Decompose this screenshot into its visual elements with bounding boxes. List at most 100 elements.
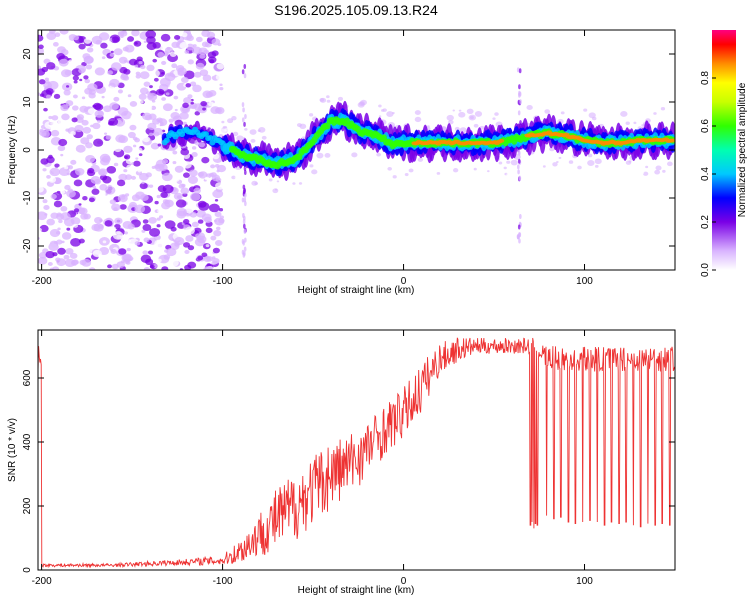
heat-blob: [191, 108, 196, 112]
heat-blob: [276, 180, 280, 183]
heat-blob: [660, 106, 666, 111]
heat-blob: [386, 111, 394, 118]
heat-streak: [244, 114, 247, 120]
heat-blob: [498, 161, 503, 165]
heat-blob: [135, 157, 139, 160]
heat-blob: [506, 172, 511, 177]
heat-blob: [109, 78, 120, 88]
heat-blob: [213, 229, 222, 237]
heat-blob: [207, 187, 215, 193]
heat-blob: [172, 150, 178, 155]
heat-blob: [174, 108, 178, 112]
heat-blob: [125, 158, 133, 165]
heat-blob: [122, 75, 130, 81]
heat-blob: [201, 156, 210, 164]
heat-blob: [45, 94, 52, 99]
y-tick-label: 10: [22, 96, 33, 108]
heat-blob: [190, 101, 194, 105]
heat-streak: [517, 150, 521, 156]
heat-blob: [94, 67, 105, 76]
colorbar-tick-label: 0.6: [700, 119, 711, 133]
spectrogram-heat: [38, 30, 675, 270]
heat-blob: [414, 116, 422, 123]
heat-blob: [104, 220, 113, 227]
heat-blob: [52, 152, 59, 158]
heat-blob: [326, 95, 330, 99]
heat-blob: [250, 138, 256, 143]
heat-blob: [39, 93, 45, 97]
heat-blob: [544, 109, 551, 114]
heat-blob: [558, 156, 562, 160]
heat-blob: [232, 131, 239, 137]
heat-blob: [133, 160, 141, 167]
heat-streak: [243, 228, 247, 234]
heat-blob: [38, 251, 48, 259]
heat-blob: [127, 223, 135, 230]
heat-streak: [243, 73, 247, 79]
heat-blob: [92, 249, 102, 258]
heat-blob: [176, 208, 188, 217]
heat-blob: [183, 97, 192, 104]
heat-blob: [97, 119, 101, 123]
heat-blob: [135, 71, 141, 76]
y-tick-label: 0: [22, 567, 33, 573]
heat-blob: [72, 35, 80, 41]
heat-blob: [110, 50, 114, 54]
heat-blob: [169, 51, 177, 57]
heat-blob: [46, 156, 55, 164]
heat-streak: [241, 117, 245, 123]
heat-blob: [549, 146, 555, 152]
colorbar-tick-label: 0.4: [700, 167, 711, 181]
heat-blob: [54, 32, 61, 38]
heat-blob: [210, 164, 216, 169]
heat-blob: [401, 114, 409, 120]
heat-blob: [185, 235, 194, 242]
heat-blob: [157, 209, 162, 213]
x-tick-label: -200: [32, 276, 52, 287]
heat-blob: [78, 43, 86, 50]
heat-blob: [50, 212, 59, 219]
heat-blob: [642, 171, 649, 176]
heat-blob: [74, 167, 85, 176]
heat-blob: [215, 73, 224, 81]
heat-blob: [58, 58, 69, 67]
heat-blob: [458, 109, 462, 112]
colorbar: 0.0 0.2 0.4 0.6 0.8 Normalized spectral ampl…: [700, 30, 748, 277]
heat-ridge: [669, 138, 675, 143]
heat-blob: [131, 194, 141, 202]
heat-blob: [153, 131, 160, 137]
heat-streak: [517, 110, 521, 116]
heat-blob: [65, 128, 70, 132]
heat-blob: [182, 161, 192, 169]
heat-blob: [70, 217, 81, 225]
heat-blob: [61, 232, 72, 240]
heat-blob: [625, 160, 632, 165]
heat-blob: [140, 194, 149, 201]
heat-blob: [140, 254, 152, 264]
heat-blob: [93, 138, 104, 147]
heat-blob: [57, 227, 61, 231]
heat-blob: [316, 152, 324, 159]
heat-blob: [123, 154, 131, 160]
heat-blob: [201, 30, 211, 38]
heat-blob: [311, 169, 318, 175]
heat-blob: [161, 172, 173, 182]
heat-blob: [116, 261, 125, 269]
heat-blob: [44, 77, 49, 81]
heat-blob: [157, 258, 162, 263]
heat-blob: [84, 78, 91, 84]
heat-blob: [179, 112, 189, 120]
heat-blob: [157, 51, 165, 58]
heat-blob: [75, 263, 82, 269]
heat-blob: [201, 41, 210, 48]
heat-blob: [103, 82, 108, 86]
heat-blob: [118, 173, 128, 181]
heat-blob: [112, 193, 116, 196]
heat-blob: [48, 115, 53, 120]
heat-blob: [392, 175, 397, 179]
heat-blob: [38, 79, 46, 85]
heat-blob: [138, 60, 143, 65]
heat-blob: [200, 113, 204, 117]
heat-blob: [301, 136, 306, 140]
heat-blob: [138, 125, 143, 129]
